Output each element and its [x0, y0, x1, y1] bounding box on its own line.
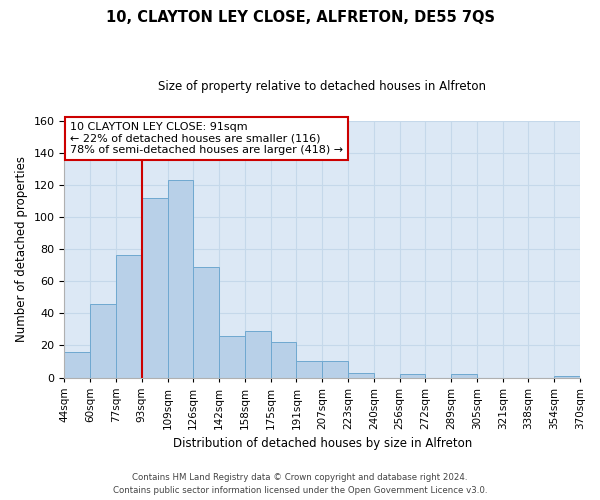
Title: Size of property relative to detached houses in Alfreton: Size of property relative to detached ho… — [158, 80, 486, 93]
Bar — [271, 342, 296, 378]
Bar — [245, 331, 271, 378]
Bar — [348, 372, 374, 378]
Bar — [554, 376, 580, 378]
X-axis label: Distribution of detached houses by size in Alfreton: Distribution of detached houses by size … — [173, 437, 472, 450]
Bar — [219, 336, 245, 378]
Bar — [296, 362, 322, 378]
Bar — [193, 266, 219, 378]
Bar — [90, 304, 116, 378]
Text: 10, CLAYTON LEY CLOSE, ALFRETON, DE55 7QS: 10, CLAYTON LEY CLOSE, ALFRETON, DE55 7Q… — [106, 10, 494, 25]
Bar — [142, 198, 167, 378]
Bar — [400, 374, 425, 378]
Y-axis label: Number of detached properties: Number of detached properties — [15, 156, 28, 342]
Text: 10 CLAYTON LEY CLOSE: 91sqm
← 22% of detached houses are smaller (116)
78% of se: 10 CLAYTON LEY CLOSE: 91sqm ← 22% of det… — [70, 122, 343, 155]
Bar — [322, 362, 348, 378]
Bar — [451, 374, 477, 378]
Text: Contains HM Land Registry data © Crown copyright and database right 2024.
Contai: Contains HM Land Registry data © Crown c… — [113, 474, 487, 495]
Bar — [116, 256, 142, 378]
Bar — [167, 180, 193, 378]
Bar — [64, 352, 90, 378]
